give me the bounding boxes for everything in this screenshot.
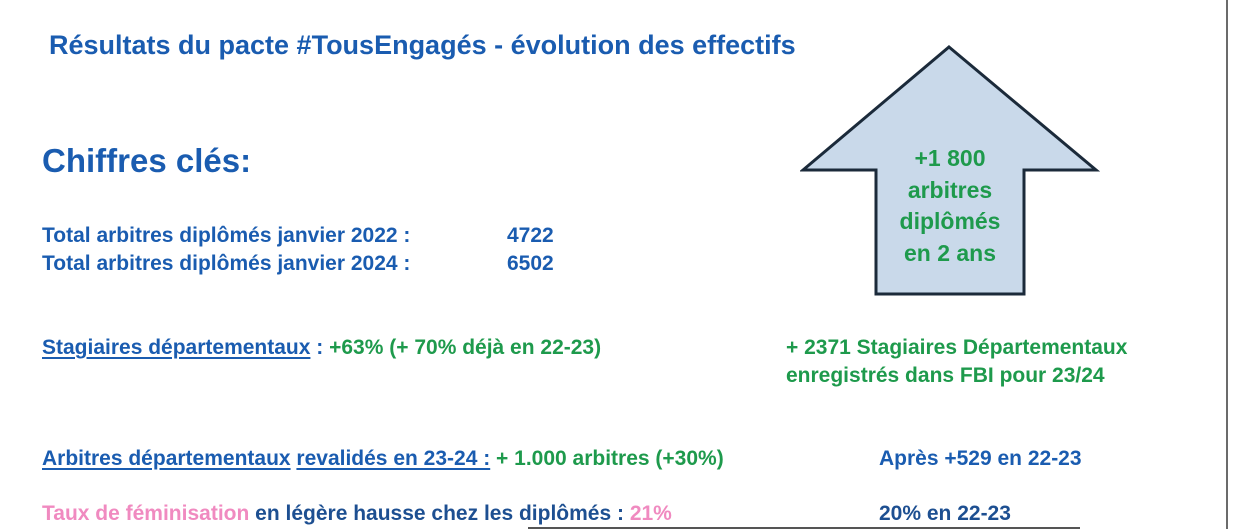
total-2022-value: 4722 — [507, 224, 554, 247]
revalides-row: Arbitres départementaux revalidés en 23-… — [42, 447, 724, 471]
feminisation-label-rest: en légère hausse chez les diplômés : — [249, 502, 630, 525]
up-arrow-shape — [800, 45, 1100, 296]
feminisation-note: 20% en 22-23 — [879, 502, 1011, 525]
stagiaires-separator: : — [310, 336, 330, 359]
stagiaires-row: Stagiaires départementaux : +63% (+ 70% … — [42, 336, 601, 360]
stagiaires-value: +63% (+ 70% déjà en 22-23) — [329, 336, 602, 359]
feminisation-value: 21% — [629, 502, 672, 525]
total-2024-label: Total arbitres diplômés janvier 2024 : — [42, 252, 411, 275]
arrow-line: diplômés — [899, 208, 1001, 234]
total-2022-label: Total arbitres diplômés janvier 2022 : — [42, 224, 411, 247]
stagiaires-label: Stagiaires départementaux — [42, 336, 311, 359]
stagiaires-note-line2: enregistrés dans FBI pour 23/24 — [786, 364, 1105, 387]
arrow-line: +1 800 — [914, 145, 986, 171]
bottom-divider — [528, 527, 1080, 529]
slide-title: Résultats du pacte #TousEngagés - évolut… — [49, 30, 796, 60]
feminisation-label-pink: Taux de féminisation — [42, 502, 250, 525]
up-arrow-polygon — [800, 45, 1100, 296]
arrow-line: en 2 ans — [903, 239, 997, 266]
revalides-value: + 1.000 arbitres (+30%) — [496, 447, 724, 470]
right-edge-border — [1226, 0, 1228, 529]
total-2024-value: 6502 — [507, 252, 554, 275]
revalides-label-2: revalidés en 23-24 : — [296, 447, 491, 470]
revalides-note: Après +529 en 22-23 — [879, 447, 1082, 470]
feminisation-row: Taux de féminisation en légère hausse ch… — [42, 502, 672, 526]
arrow-text: +1 800 arbitres diplômés en 2 ans — [876, 143, 1024, 269]
stagiaires-note-line1: + 2371 Stagiaires Départementaux — [786, 336, 1128, 359]
arrow-line: arbitres — [907, 176, 993, 203]
key-figures-heading: Chiffres clés: — [42, 142, 252, 179]
revalides-label-1: Arbitres départementaux — [42, 447, 291, 470]
